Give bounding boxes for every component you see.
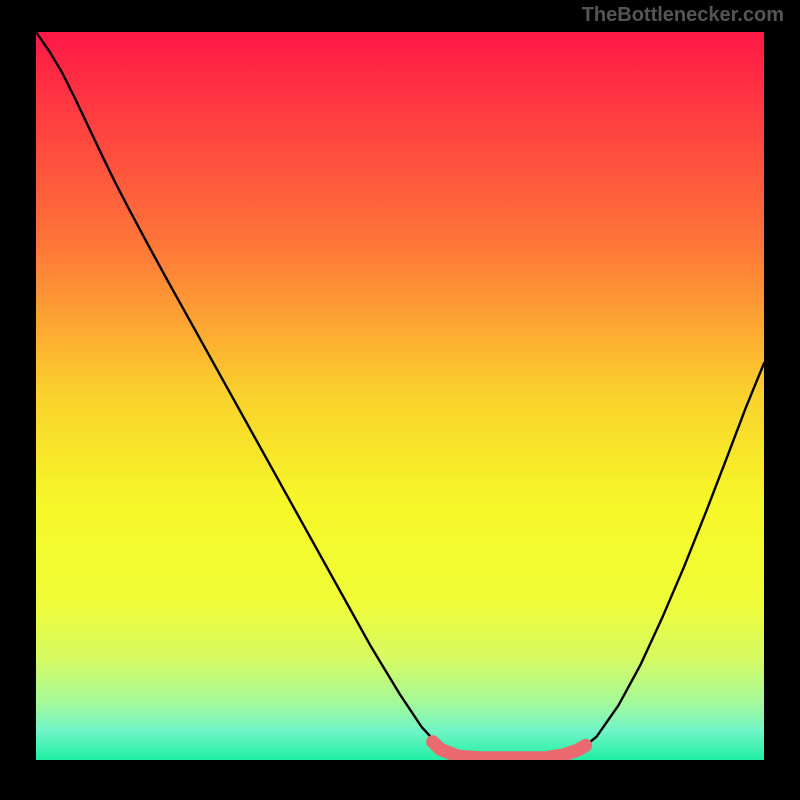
chart-container: TheBottlenecker.com [0, 0, 800, 800]
chart-background [36, 32, 764, 760]
watermark-text: TheBottlenecker.com [582, 4, 784, 27]
bottleneck-chart [36, 32, 764, 760]
valley-marker-dot [427, 736, 439, 748]
plot-area [36, 32, 764, 760]
valley-marker-dot [580, 739, 592, 751]
